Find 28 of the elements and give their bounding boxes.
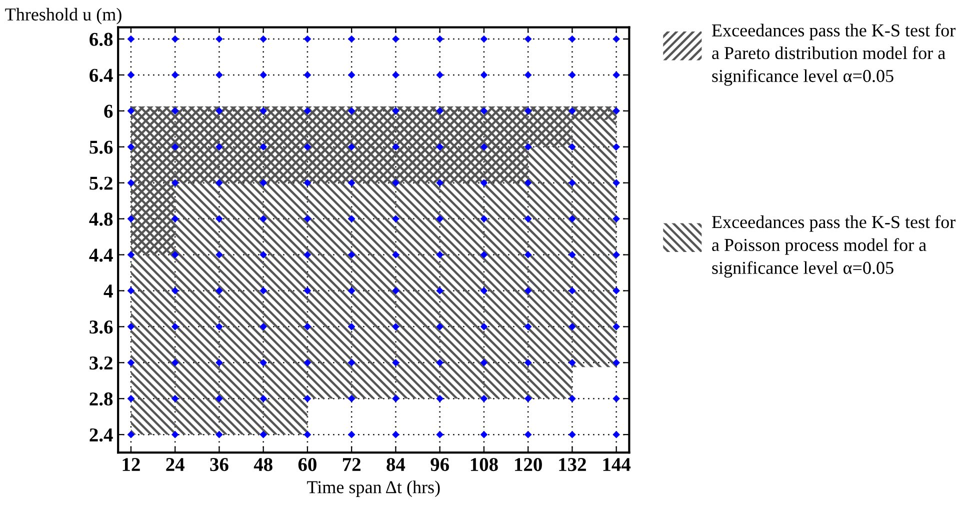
x-tick-label: 84 bbox=[386, 458, 406, 472]
x-tick-label: 60 bbox=[298, 458, 316, 472]
y-tick-label: 6.8 bbox=[90, 32, 113, 46]
x-tick-label: 144 bbox=[603, 458, 631, 471]
y-tick-label: 6.4 bbox=[90, 68, 113, 82]
y-tick-label: 2.8 bbox=[90, 392, 113, 406]
y-tick-label: 2.4 bbox=[90, 428, 113, 442]
y-axis-title: Threshold u (m) bbox=[5, 8, 122, 24]
y-tick-label: 4.4 bbox=[89, 248, 113, 262]
x-tick-label: 12 bbox=[122, 458, 140, 471]
legend-label: Exceedances pass the K-S test for a Pareto distribution model for a significance level α=0.05 bbox=[712, 24, 956, 86]
y-tick-label: 4 bbox=[104, 284, 113, 298]
x-tick-label: 132 bbox=[559, 458, 586, 472]
x-tick-label: 120 bbox=[515, 458, 542, 472]
y-tick-label: 5.6 bbox=[90, 140, 113, 154]
y-tick-label: 5.2 bbox=[90, 176, 112, 190]
x-tick-label: 72 bbox=[342, 458, 360, 471]
x-tick-label: 48 bbox=[254, 458, 272, 472]
y-tick-label: 3.2 bbox=[90, 356, 112, 370]
y-tick-label: 4.8 bbox=[89, 212, 113, 226]
x-axis-title: Time span Δt (hrs) bbox=[307, 480, 440, 497]
y-tick-label: 3.6 bbox=[90, 320, 113, 334]
legend-label: Exceedances pass the K-S test for a Poisson process model for a significance level α=0.05 bbox=[712, 215, 956, 278]
x-tick-label: 96 bbox=[430, 458, 449, 472]
x-tick-label: 24 bbox=[166, 458, 184, 471]
x-tick-label: 108 bbox=[470, 458, 498, 472]
y-tick-label: 6 bbox=[104, 104, 113, 118]
x-tick-label: 36 bbox=[210, 458, 228, 472]
